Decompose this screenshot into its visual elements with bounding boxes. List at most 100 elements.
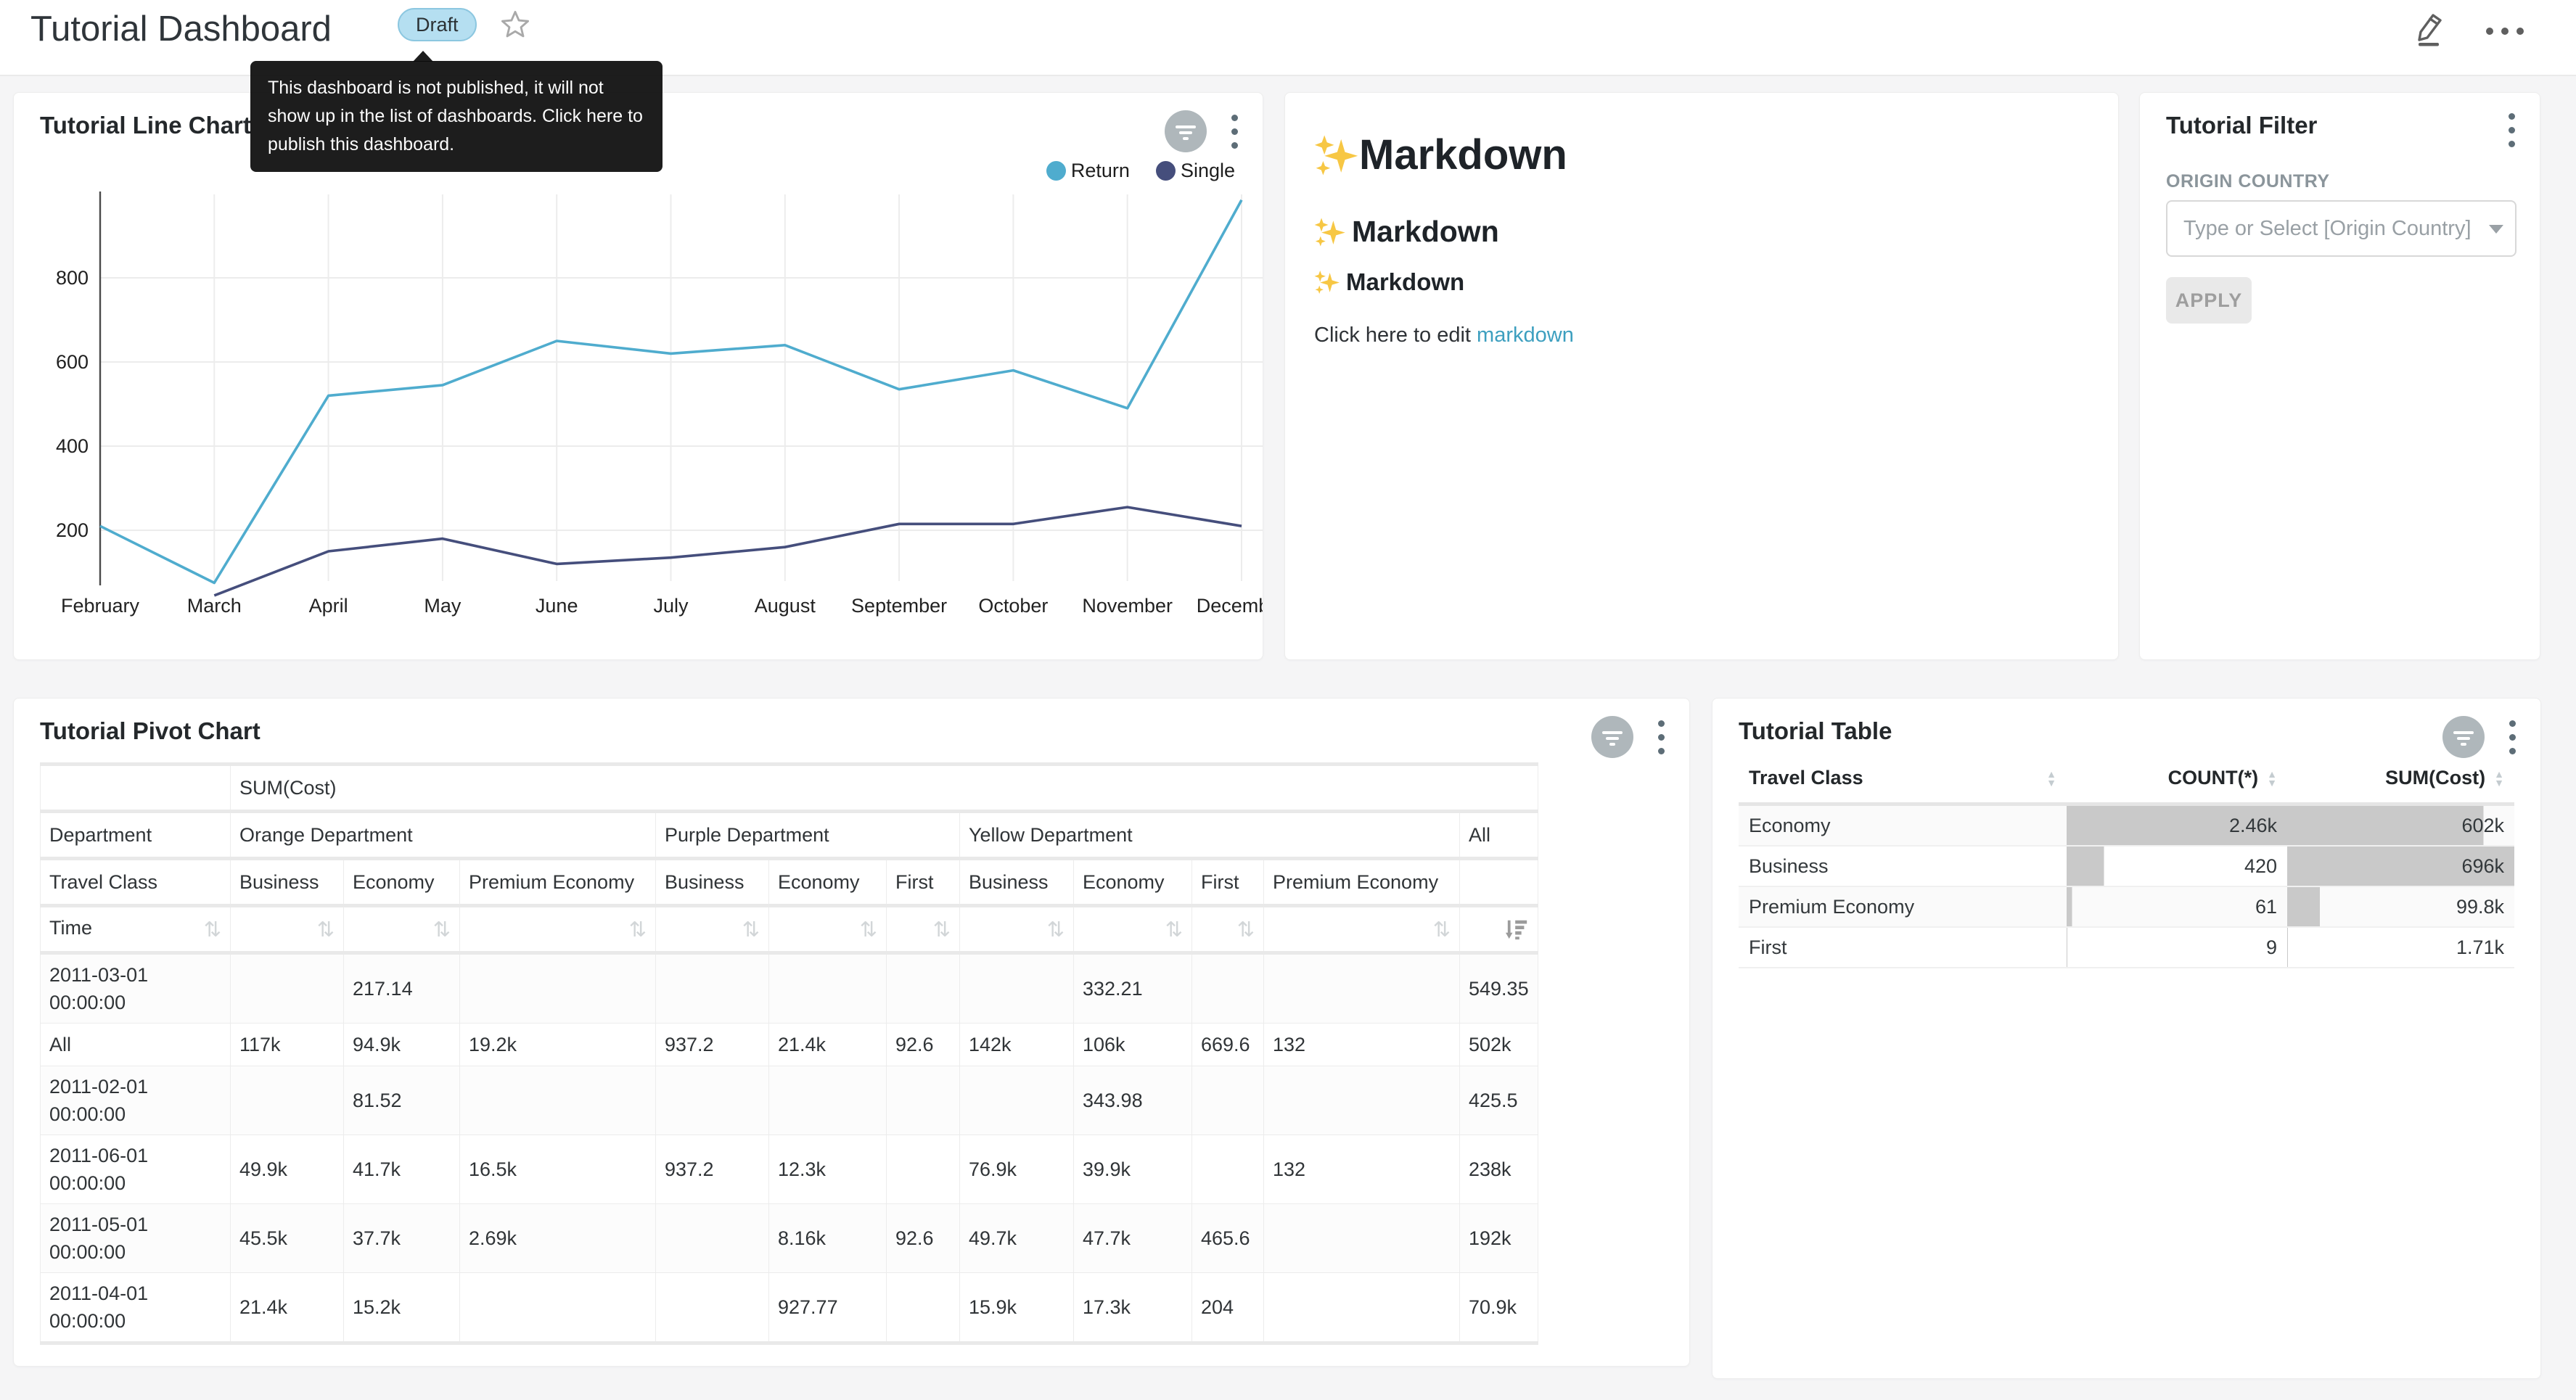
pivot-sort-cell[interactable]: ⇅ xyxy=(344,906,460,953)
table-column-header[interactable]: Travel Class▲▼ xyxy=(1739,757,2067,804)
pivot-value-cell: 70.9k xyxy=(1460,1273,1538,1343)
pivot-value-cell: 15.2k xyxy=(344,1273,460,1343)
pivot-value-cell: 669.6 xyxy=(1192,1024,1264,1066)
pivot-card-title: Tutorial Pivot Chart xyxy=(40,717,261,745)
table-cell-sum: 1.71k xyxy=(2287,927,2514,968)
sort-icon[interactable]: ⇅ xyxy=(317,917,335,942)
pivot-row: 2011-05-0100:00:0045.5k37.7k2.69k8.16k92… xyxy=(41,1204,1538,1273)
pivot-value-cell xyxy=(887,1273,960,1343)
pivot-sort-cell[interactable]: ⇅ xyxy=(1074,906,1192,953)
pivot-value-cell xyxy=(460,953,656,1024)
svg-text:May: May xyxy=(424,595,462,617)
chart-legend: Return Single xyxy=(1046,160,1235,182)
pivot-sort-cell[interactable]: ⇅ xyxy=(460,906,656,953)
sort-desc-icon[interactable] xyxy=(1506,918,1529,941)
tutorial-table: Travel Class▲▼COUNT(*)▲▼SUM(Cost)▲▼Econo… xyxy=(1739,757,2514,968)
legend-item[interactable]: Single xyxy=(1156,160,1235,182)
svg-text:November: November xyxy=(1082,595,1173,617)
filter-indicator-icon[interactable] xyxy=(2442,716,2485,758)
apply-button[interactable]: APPLY xyxy=(2166,277,2252,324)
legend-item[interactable]: Return xyxy=(1046,160,1130,182)
sort-icon[interactable]: ⇅ xyxy=(1047,917,1065,942)
pivot-class-header: Business xyxy=(656,859,769,906)
edit-dashboard-icon[interactable] xyxy=(2411,10,2447,52)
svg-text:October: October xyxy=(978,595,1048,617)
pivot-row-label: 2011-06-0100:00:00 xyxy=(41,1135,231,1204)
pivot-class-header: Business xyxy=(231,859,344,906)
origin-country-select[interactable]: Type or Select [Origin Country] xyxy=(2166,200,2516,257)
pivot-value-cell xyxy=(656,1066,769,1135)
filter-indicator-icon[interactable] xyxy=(1165,110,1207,152)
publish-tooltip[interactable]: This dashboard is not published, it will… xyxy=(250,61,663,172)
kebab-menu-icon[interactable] xyxy=(1654,717,1669,757)
pivot-value-cell: 21.4k xyxy=(769,1024,887,1066)
pivot-sort-cell[interactable]: ⇅ xyxy=(769,906,887,953)
pivot-sort-cell[interactable]: ⇅ xyxy=(1192,906,1264,953)
sort-icon[interactable]: ⇅ xyxy=(860,917,877,942)
table-cell-sum: 696k xyxy=(2287,846,2514,886)
pivot-value-cell: 45.5k xyxy=(231,1204,344,1273)
sort-caret-icon: ▲▼ xyxy=(2494,770,2504,787)
pivot-value-cell xyxy=(1264,953,1460,1024)
pivot-group-header: Orange Department xyxy=(231,812,656,859)
sort-icon[interactable]: ⇅ xyxy=(629,917,647,942)
markdown-link[interactable]: markdown xyxy=(1477,324,1574,347)
pivot-class-header: Premium Economy xyxy=(460,859,656,906)
markdown-card[interactable]: Markdown Markdown Markdown Click here to… xyxy=(1284,92,2119,660)
pivot-rowdim-header: Department xyxy=(41,812,231,859)
table-cell-count: 61 xyxy=(2067,886,2287,927)
kebab-menu-icon[interactable] xyxy=(2505,717,2520,757)
pivot-value-cell: 12.3k xyxy=(769,1135,887,1204)
header-actions xyxy=(2411,10,2524,52)
sort-icon[interactable]: ⇅ xyxy=(1165,917,1183,942)
pivot-row: 2011-04-0100:00:0021.4k15.2k927.7715.9k1… xyxy=(41,1273,1538,1343)
pivot-group-header: Yellow Department xyxy=(960,812,1460,859)
filter-indicator-icon[interactable] xyxy=(1591,716,1633,758)
pivot-value-cell xyxy=(1264,1204,1460,1273)
sort-icon[interactable]: ⇅ xyxy=(204,917,221,942)
kebab-menu-icon[interactable] xyxy=(1227,112,1242,152)
pivot-sort-cell[interactable]: ⇅ xyxy=(231,906,344,953)
pivot-value-cell: 19.2k xyxy=(460,1024,656,1066)
pivot-class-header xyxy=(1460,859,1538,906)
pivot-value-cell xyxy=(1192,1066,1264,1135)
pivot-value-cell: 2.69k xyxy=(460,1204,656,1273)
filter-field-label: ORIGIN COUNTRY xyxy=(2166,171,2330,192)
pivot-value-cell xyxy=(960,953,1074,1024)
sort-icon[interactable]: ⇅ xyxy=(1433,917,1451,942)
pivot-time-header[interactable]: Time⇅ xyxy=(41,906,231,953)
more-actions-icon[interactable] xyxy=(2486,15,2524,48)
table-row: First91.71k xyxy=(1739,927,2514,968)
svg-text:800: 800 xyxy=(56,267,89,289)
sort-icon[interactable]: ⇅ xyxy=(933,917,951,942)
table-column-header[interactable]: SUM(Cost)▲▼ xyxy=(2287,757,2514,804)
pivot-value-cell: 94.9k xyxy=(344,1024,460,1066)
pivot-value-cell: 927.77 xyxy=(769,1273,887,1343)
pivot-value-cell xyxy=(231,1066,344,1135)
legend-dot-icon xyxy=(1046,161,1066,181)
pivot-sort-cell[interactable]: ⇅ xyxy=(887,906,960,953)
pivot-row-label: 2011-05-0100:00:00 xyxy=(41,1204,231,1273)
markdown-h2: Markdown xyxy=(1314,215,1499,249)
table-column-header[interactable]: COUNT(*)▲▼ xyxy=(2067,757,2287,804)
favorite-star-icon[interactable] xyxy=(499,9,531,41)
svg-text:July: July xyxy=(653,595,689,617)
sort-icon[interactable]: ⇅ xyxy=(433,917,451,942)
pivot-value-cell: 332.21 xyxy=(1074,953,1192,1024)
pivot-sort-cell[interactable]: ⇅ xyxy=(1264,906,1460,953)
draft-badge[interactable]: Draft xyxy=(398,8,477,41)
sort-icon[interactable]: ⇅ xyxy=(742,917,760,942)
sort-icon[interactable]: ⇅ xyxy=(1237,917,1255,942)
pivot-sort-cell-active[interactable] xyxy=(1460,906,1538,953)
pivot-value-cell xyxy=(656,1204,769,1273)
pivot-sort-cell[interactable]: ⇅ xyxy=(656,906,769,953)
pivot-value-cell xyxy=(1264,1066,1460,1135)
pivot-value-cell: 49.9k xyxy=(231,1135,344,1204)
table-row: Economy2.46k602k xyxy=(1739,804,2514,847)
dashboard-page: Tutorial Dashboard Draft This dashboard … xyxy=(0,0,2576,1400)
svg-text:December: December xyxy=(1197,595,1263,617)
pivot-value-cell: 16.5k xyxy=(460,1135,656,1204)
kebab-menu-icon[interactable] xyxy=(2504,110,2519,150)
pivot-sort-cell[interactable]: ⇅ xyxy=(960,906,1074,953)
pivot-group-header: All xyxy=(1460,812,1538,859)
